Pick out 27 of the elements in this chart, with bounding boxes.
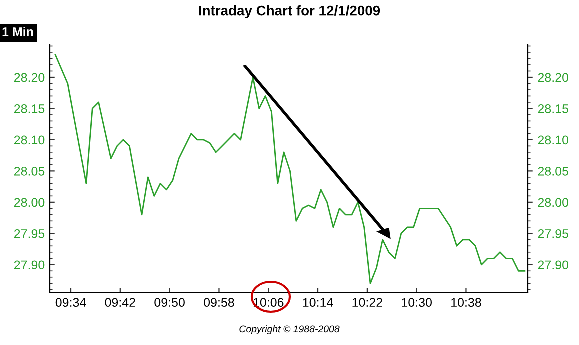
text: Copyright © 1988-2008: [240, 325, 340, 335]
y2-tick-label: 28.05: [538, 166, 568, 176]
x-tick-label: 09:58: [204, 298, 234, 308]
x-tick-label: 10:22: [352, 298, 382, 308]
x-tick-label: 10:14: [303, 298, 334, 308]
y-tick-label: 28.15: [14, 104, 45, 114]
y2-tick-label: 28.15: [538, 104, 568, 114]
line-series: [54, 54, 526, 284]
y-tick-label: 28.20: [14, 73, 45, 82]
x-tick-label: 09:42: [105, 298, 136, 308]
y2-tick-label: 27.90: [538, 260, 569, 270]
y2-tick-label: 28.00: [538, 198, 569, 208]
y2-tick-label: 27.95: [538, 229, 568, 238]
x-tick-label: 09:34: [56, 298, 86, 308]
y-tick-label: 28.00: [14, 198, 45, 208]
x-tick-label: 10:30: [402, 298, 432, 308]
x-tick-label: 10:38: [452, 298, 482, 308]
y-tick-label: 28.10: [14, 136, 45, 145]
y-tick-label: 27.90: [14, 260, 45, 270]
chart-title: Intraday Chart for 12/1/2009: [199, 6, 380, 18]
y-tick-label: 28.05: [14, 166, 45, 176]
y-tick-label: 27.95: [14, 229, 45, 238]
x-tick-label: 10:06: [254, 298, 284, 308]
x-tick-label: 09:50: [154, 298, 185, 308]
text: 1 Min: [2, 27, 34, 36]
y2-tick-label: 28.10: [538, 136, 569, 145]
y2-tick-label: 28.20: [538, 73, 569, 82]
